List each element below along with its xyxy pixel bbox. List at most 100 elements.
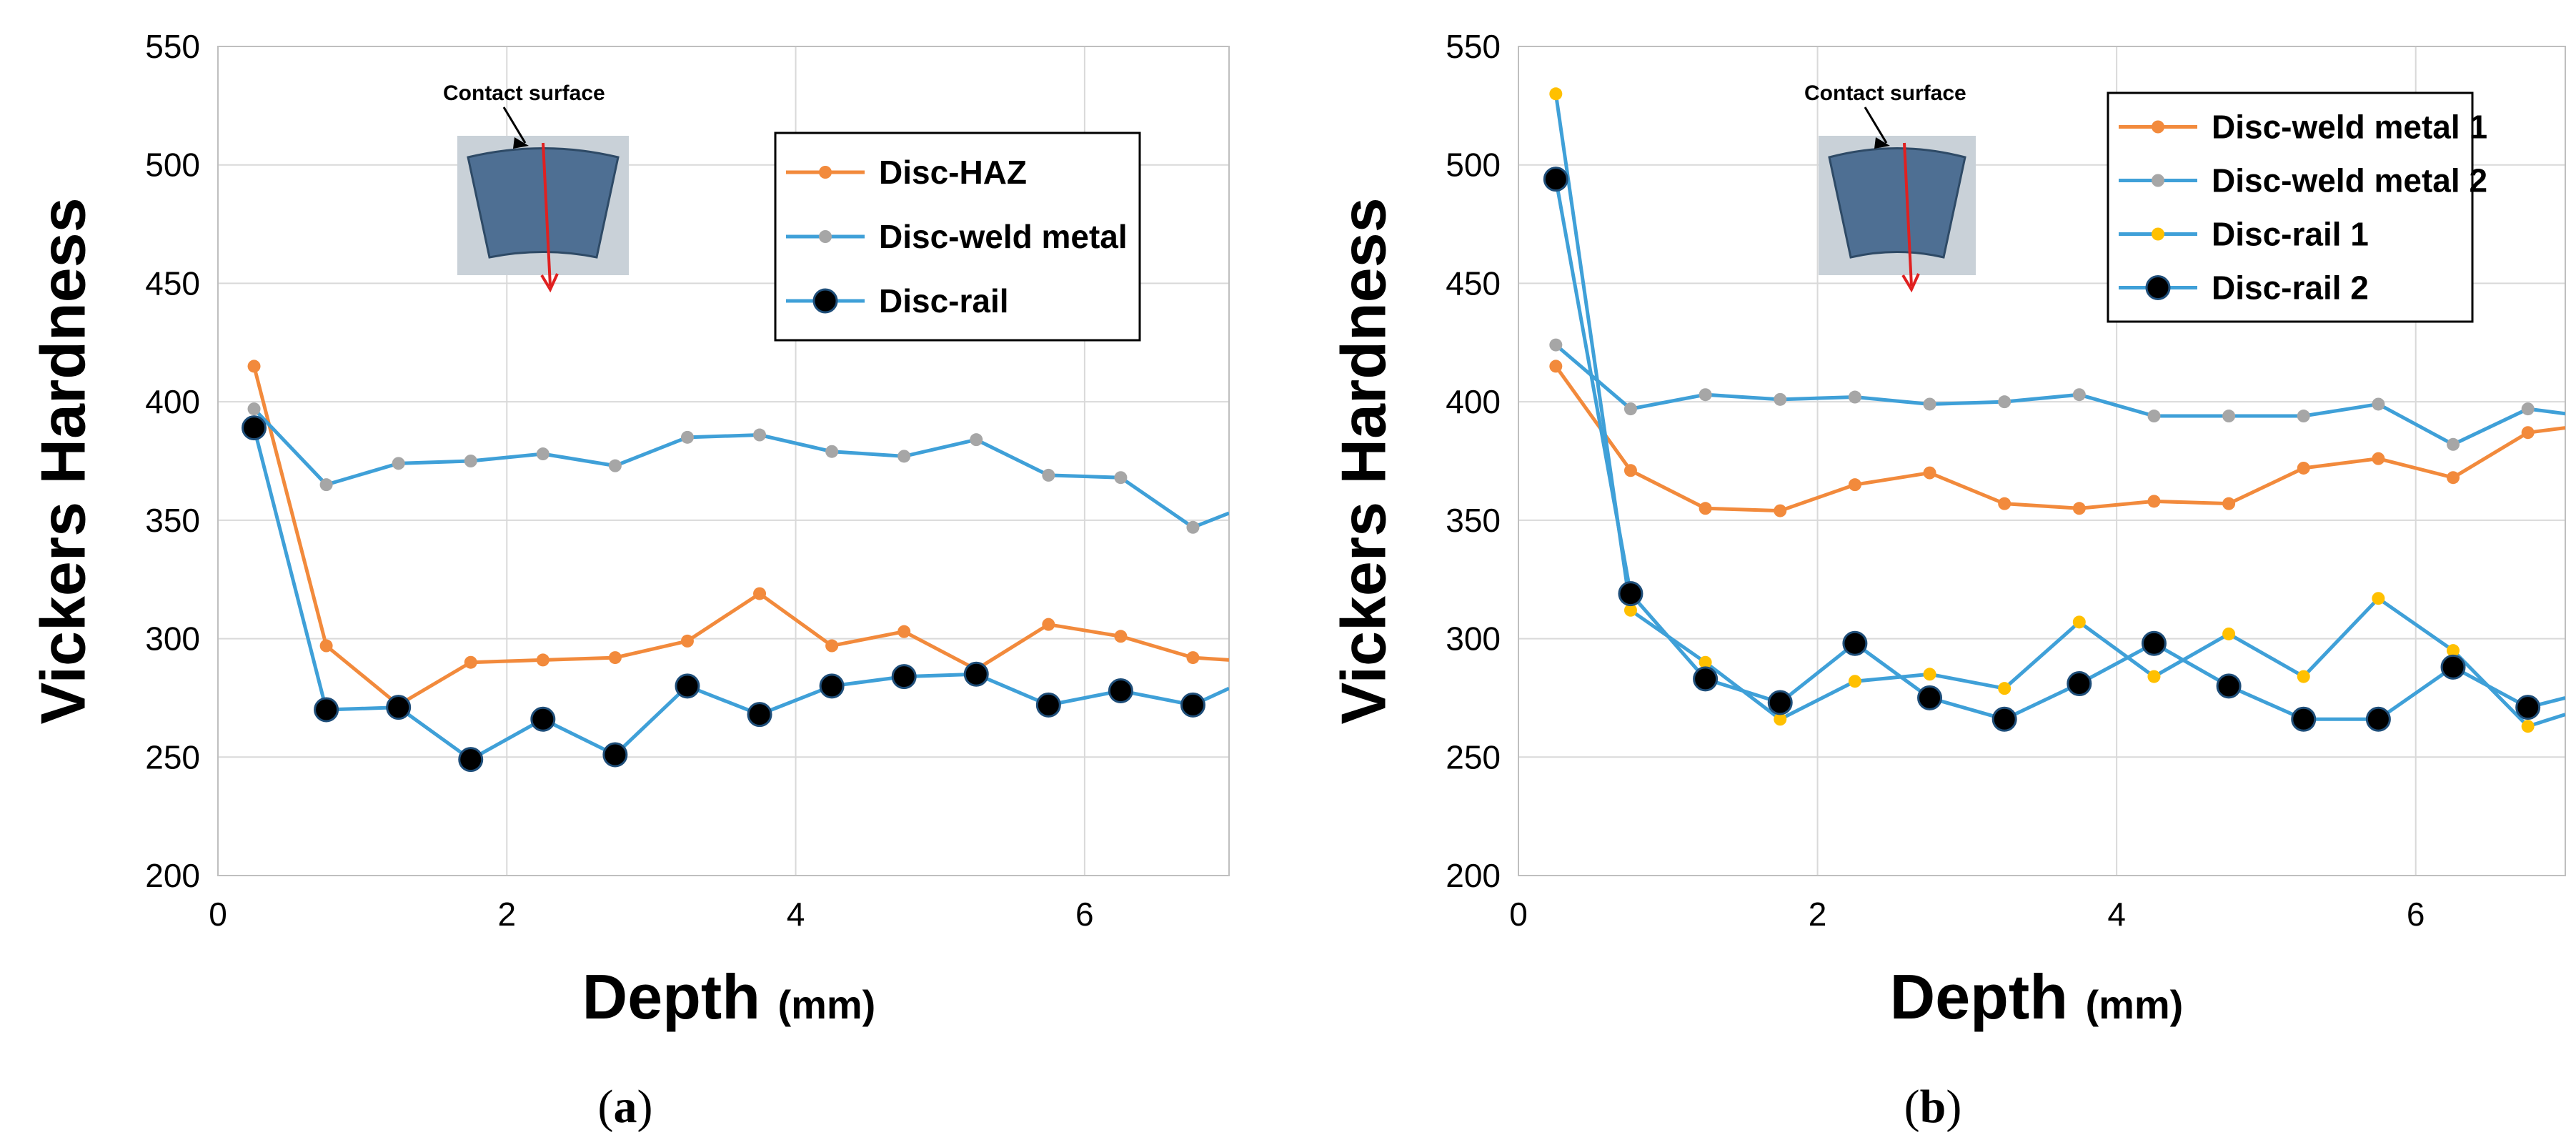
data-point <box>2297 461 2310 475</box>
data-point <box>675 673 700 699</box>
data-point <box>680 430 694 444</box>
data-point <box>2291 706 2317 732</box>
data-point <box>464 455 477 467</box>
y-axis-label: Vickers Hardness <box>27 197 98 724</box>
data-point <box>753 587 767 600</box>
data-point <box>1923 466 1936 480</box>
data-point <box>1035 692 1061 718</box>
y-tick-label: 450 <box>145 264 200 302</box>
data-point <box>2067 671 2092 697</box>
inset-pointer-line <box>502 106 527 144</box>
y-tick-label: 400 <box>1446 383 1501 420</box>
data-point <box>825 445 839 458</box>
data-point <box>1848 478 1861 492</box>
panel-caption: (b) <box>1904 1081 1962 1133</box>
data-point <box>242 415 267 441</box>
chart-panel-a: 200 250 300 350 400 450 500 550 0 2 4 6 Vickers Hard… <box>27 28 1230 1133</box>
data-point <box>1108 678 1133 703</box>
data-point <box>2521 720 2535 733</box>
data-point <box>464 655 477 669</box>
specimen-cross-section <box>1828 147 1966 259</box>
data-point <box>2147 495 2161 508</box>
data-point <box>247 360 261 373</box>
data-point <box>2447 471 2460 485</box>
data-point <box>319 639 333 653</box>
data-point <box>602 742 628 768</box>
data-point <box>1774 504 1787 517</box>
x-tick-label: 4 <box>2107 896 2126 933</box>
data-point <box>1693 666 1719 692</box>
data-point <box>2515 695 2541 720</box>
y-tick-label: 350 <box>145 502 200 539</box>
data-point <box>1767 690 1793 715</box>
y-tick-label: 350 <box>1446 502 1501 539</box>
x-tick-label: 6 <box>1075 896 1094 933</box>
inset-pointer-line <box>1864 106 1888 144</box>
legend-swatch-marker <box>819 230 832 243</box>
data-point <box>530 706 556 732</box>
data-point <box>2447 644 2460 658</box>
data-point <box>608 459 622 472</box>
data-point <box>2222 627 2236 640</box>
data-point <box>897 450 911 463</box>
depth-direction-arrow <box>542 142 552 287</box>
depth-direction-arrow <box>1903 142 1913 287</box>
data-point <box>2365 706 2391 732</box>
data-point <box>1699 655 1712 669</box>
data-point <box>1543 167 1568 192</box>
data-point <box>536 447 549 461</box>
data-point <box>2521 402 2535 416</box>
data-point <box>1549 360 1563 373</box>
data-point <box>314 697 339 723</box>
data-point <box>2447 437 2460 451</box>
data-point <box>386 695 412 720</box>
data-point <box>1848 675 1861 688</box>
data-point <box>1848 390 1861 404</box>
x-axis-label: Depth (mm) <box>582 961 876 1032</box>
data-point <box>247 402 261 416</box>
legend-swatch-marker <box>819 166 832 179</box>
x-tick-label: 2 <box>497 896 516 933</box>
data-point <box>536 653 549 667</box>
data-point <box>1998 682 2011 695</box>
arrow-head-icon <box>540 273 559 293</box>
legend-swatch-marker <box>2145 275 2171 300</box>
legend-entry-label: Disc-weld metal <box>879 218 1128 255</box>
data-point <box>1042 618 1055 631</box>
y-tick-label: 300 <box>145 620 200 658</box>
y-tick-label: 450 <box>1446 264 1501 302</box>
data-point <box>2521 426 2535 440</box>
data-point <box>1186 520 1200 534</box>
inset-specimen-photo: Contact surface <box>1804 81 1976 293</box>
inset-label-contact-surface: Contact surface <box>443 81 605 105</box>
data-point <box>2072 502 2086 515</box>
data-point <box>1623 402 1637 416</box>
arrow-head-icon <box>1901 273 1920 293</box>
data-point <box>819 673 845 699</box>
data-point <box>2372 592 2385 605</box>
legend: Disc-HAZ Disc-weld metal Disc-rail <box>774 132 1141 342</box>
data-point <box>1923 397 1936 411</box>
data-point <box>1114 471 1128 485</box>
data-point <box>2141 630 2167 656</box>
data-point <box>1114 630 1128 643</box>
legend-entry-label: Disc-weld metal 1 <box>2212 109 2487 146</box>
y-tick-label: 250 <box>1446 738 1501 775</box>
data-point <box>2372 397 2385 411</box>
y-tick-label: 500 <box>1446 147 1501 184</box>
data-point <box>1991 706 2017 732</box>
y-tick-label: 500 <box>145 147 200 184</box>
data-point <box>319 478 333 492</box>
legend-swatch-marker <box>2152 120 2164 134</box>
chart-panel-b: 200 250 300 350 400 450 500 550 0 2 4 6 Vickers Hard… <box>1328 28 2566 1133</box>
plot-border <box>217 46 1230 876</box>
x-tick-label: 6 <box>2407 896 2425 933</box>
x-axis-label: Depth (mm) <box>1890 961 2184 1032</box>
data-point <box>2147 670 2161 683</box>
legend-swatch-marker <box>2152 227 2164 241</box>
data-point <box>753 428 767 442</box>
legend: Disc-weld metal 1 Disc-weld metal 2 Disc-r… <box>2107 91 2487 323</box>
legend-swatch-marker <box>2152 174 2164 187</box>
legend-entry-label: Disc-rail 1 <box>2212 216 2369 253</box>
